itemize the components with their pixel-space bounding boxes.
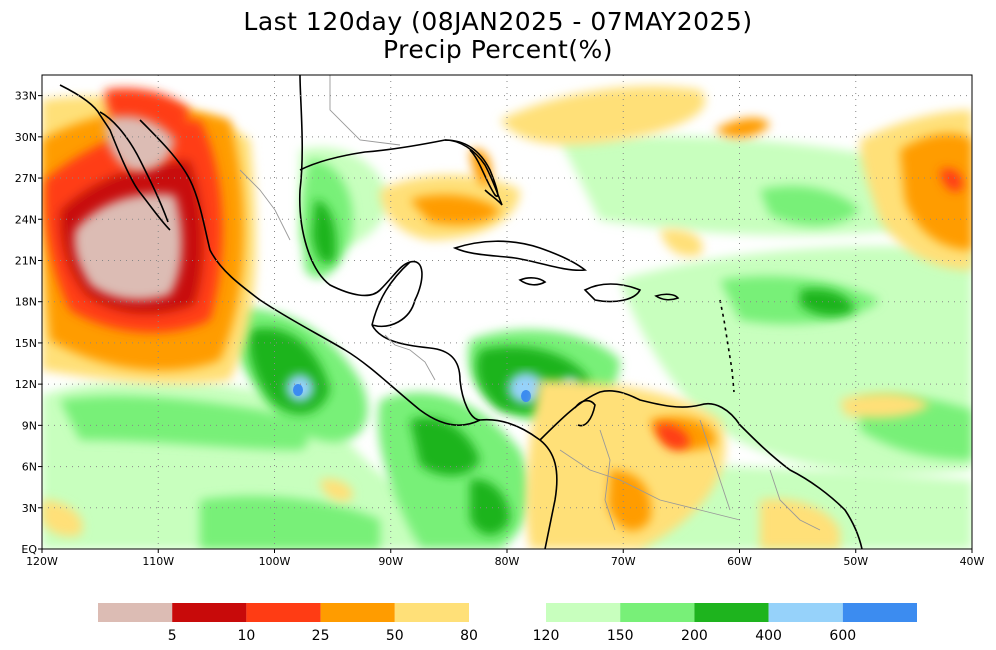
colorbar-label: 10 — [237, 628, 255, 644]
lon-tick-label: 60W — [727, 555, 752, 568]
latitude-axis: 33N 30N 27N 24N 21N 18N 15N 12N 9N 6N 3N EQ — [15, 90, 42, 556]
colorbar-swatch — [842, 603, 917, 622]
colorbar-swatch — [620, 603, 695, 622]
lon-tick-label: 70W — [611, 555, 636, 568]
colorbar-swatch — [768, 603, 843, 622]
longitude-axis: 120W 110W 100W 90W 80W 70W 60W 50W 40W — [26, 549, 985, 568]
colorbar-label: 400 — [755, 628, 782, 644]
colorbar-label: 600 — [829, 628, 856, 644]
lat-tick-label: 18N — [15, 296, 37, 309]
colorbar-label: 5 — [168, 628, 177, 644]
lon-tick-label: 120W — [26, 555, 58, 568]
lat-tick-label: 9N — [22, 419, 37, 432]
map-subtitle: Precip Percent(%) — [382, 35, 614, 64]
lat-tick-label: 3N — [22, 502, 37, 515]
colorbar-swatch — [320, 603, 395, 622]
lat-tick-label: 24N — [15, 213, 37, 226]
lon-tick-label: 90W — [378, 555, 403, 568]
colorbar-swatch — [694, 603, 769, 622]
colorbar-swatch — [246, 603, 321, 622]
colorbar-label: 200 — [681, 628, 708, 644]
colorbar-label: 150 — [607, 628, 634, 644]
lat-tick-label: 33N — [15, 90, 37, 103]
lat-tick-label: 12N — [15, 378, 37, 391]
colorbar-wet: 120 150 200 400 600 — [533, 603, 917, 644]
colorbar-swatch — [172, 603, 247, 622]
colorbar-swatch — [98, 603, 173, 622]
lon-tick-label: 100W — [259, 555, 291, 568]
colorbar-label: 50 — [386, 628, 404, 644]
lon-tick-label: 110W — [142, 555, 174, 568]
colorbar-swatch — [546, 603, 621, 622]
lat-tick-label: 6N — [22, 461, 37, 474]
colorbar-label: 25 — [312, 628, 330, 644]
colorbar-swatch — [394, 603, 469, 622]
map-title: Last 120day (08JAN2025 - 07MAY2025) — [243, 7, 753, 36]
graticule — [42, 75, 972, 549]
lat-tick-label: 27N — [15, 172, 37, 185]
colorbar-label: 80 — [460, 628, 478, 644]
lat-tick-label: 21N — [15, 254, 37, 267]
country-borders — [239, 75, 821, 531]
colorbar-label: 120 — [533, 628, 560, 644]
coastlines — [59, 75, 863, 549]
lon-tick-label: 40W — [960, 555, 985, 568]
lat-tick-label: EQ — [21, 543, 37, 556]
lat-tick-label: 30N — [15, 131, 37, 144]
precip-anomaly-fields — [42, 75, 972, 549]
lon-tick-label: 80W — [495, 555, 520, 568]
colorbar-dry: 5 10 25 50 80 — [98, 603, 478, 644]
lon-tick-label: 50W — [843, 555, 868, 568]
lat-tick-label: 15N — [15, 337, 37, 350]
